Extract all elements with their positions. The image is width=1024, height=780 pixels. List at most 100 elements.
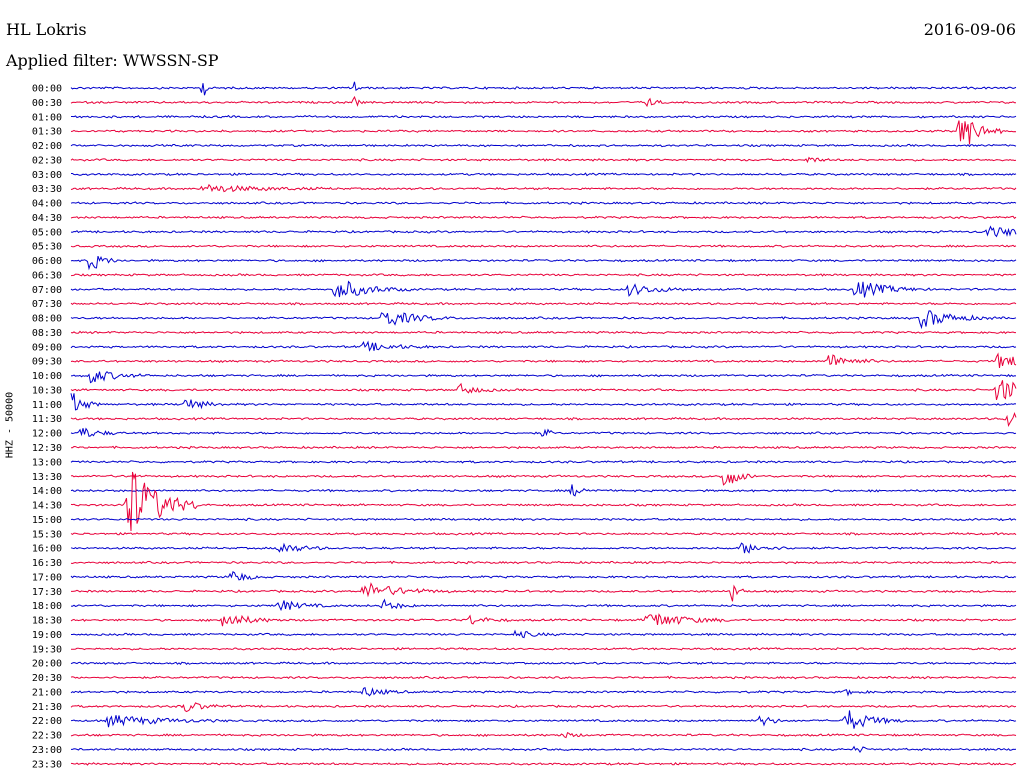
tick-label: 06:00 [32,256,62,267]
tick-label: 10:00 [32,371,62,382]
trace-line [70,273,1017,277]
trace-line [70,732,1017,739]
trace-line [70,484,1017,497]
date-label: 2016-09-06 [923,20,1016,39]
trace-line [70,393,1017,411]
trace-line [70,380,1017,401]
trace-line [70,560,1017,565]
tick-label: 22:30 [32,731,62,742]
tick-label: 21:30 [32,702,62,713]
tick-label: 10:30 [32,385,62,396]
tick-label: 17:00 [32,572,62,583]
trace-line [70,460,1017,464]
tick-label: 05:00 [32,227,62,238]
tick-label: 06:30 [32,270,62,281]
tick-label: 04:30 [32,213,62,224]
tick-label: 23:00 [32,745,62,756]
filter-label: Applied filter: WWSSN-SP [6,51,219,70]
trace-line [70,661,1017,666]
trace-line [70,686,1017,697]
trace-line [71,745,1017,754]
trace-line [70,571,1017,582]
trace-line [70,120,1017,145]
tick-label: 05:30 [32,242,62,253]
trace-line [70,471,1017,532]
tick-label: 13:00 [32,457,62,468]
trace-line [70,310,1017,330]
tick-label: 07:00 [32,285,62,296]
tick-label: 18:00 [32,601,62,612]
tick-label: 15:30 [32,529,62,540]
trace-line [70,244,1017,248]
tick-label: 02:00 [32,141,62,152]
trace-line [70,531,1017,536]
trace-line [70,762,1017,766]
tick-label: 14:00 [32,486,62,497]
tick-label: 00:30 [32,98,62,109]
tick-label: 17:30 [32,587,62,598]
trace-line [71,629,1017,639]
tick-label: 13:30 [32,472,62,483]
trace-line [70,517,1017,522]
trace-line [70,427,1017,437]
tick-label: 11:30 [32,414,62,425]
tick-label: 11:00 [32,400,62,411]
tick-label: 01:00 [32,112,62,123]
tick-label: 19:30 [32,644,62,655]
trace-line [70,542,1017,554]
trace-line [70,702,1017,713]
trace-line [70,710,1017,729]
trace-line [70,473,1017,486]
trace-line [70,156,1017,164]
tick-label: 09:00 [32,342,62,353]
trace-line [70,412,1017,427]
tick-label: 15:00 [32,515,62,526]
trace-line [70,370,1017,384]
trace-line [71,582,1017,602]
tick-label: 09:30 [32,357,62,368]
tick-label: 03:30 [32,184,62,195]
tick-label: 16:00 [32,544,62,555]
tick-label: 23:30 [32,759,62,770]
tick-label: 12:30 [32,443,62,454]
tick-label: 20:00 [32,659,62,670]
trace-line [70,301,1017,306]
trace-line [71,172,1017,177]
tick-label: 03:00 [32,170,62,181]
trace-line [70,280,1017,298]
trace-line [70,225,1017,238]
tick-label: 14:30 [32,501,62,512]
trace-line [70,81,1017,96]
trace-line [70,445,1017,450]
tick-label: 16:30 [32,558,62,569]
trace-line [70,675,1017,680]
tick-label: 20:30 [32,673,62,684]
trace-line [70,647,1017,651]
trace-line [70,201,1017,205]
tick-label: 01:30 [32,127,62,138]
trace-line [70,352,1017,368]
trace-line [70,183,1017,193]
trace-line [70,340,1017,352]
trace-line [70,143,1017,148]
station-title: HL Lokris [6,20,87,39]
tick-label: 18:30 [32,616,62,627]
trace-line [70,613,1017,627]
tick-label: 07:30 [32,299,62,310]
tick-label: 00:00 [32,84,62,95]
trace-line [71,114,1017,119]
trace-line [70,215,1017,220]
trace-line [70,330,1016,335]
tick-label: 12:00 [32,429,62,440]
tick-label: 22:00 [32,716,62,727]
trace-line [70,95,1016,108]
tick-label: 21:00 [32,687,62,698]
trace-line [70,255,1017,271]
tick-label: 02:30 [32,155,62,166]
trace-line [70,598,1017,612]
tick-label: 04:00 [32,199,62,210]
tick-label: 08:00 [32,314,62,325]
tick-label: 08:30 [32,328,62,339]
tick-label: 19:00 [32,630,62,641]
